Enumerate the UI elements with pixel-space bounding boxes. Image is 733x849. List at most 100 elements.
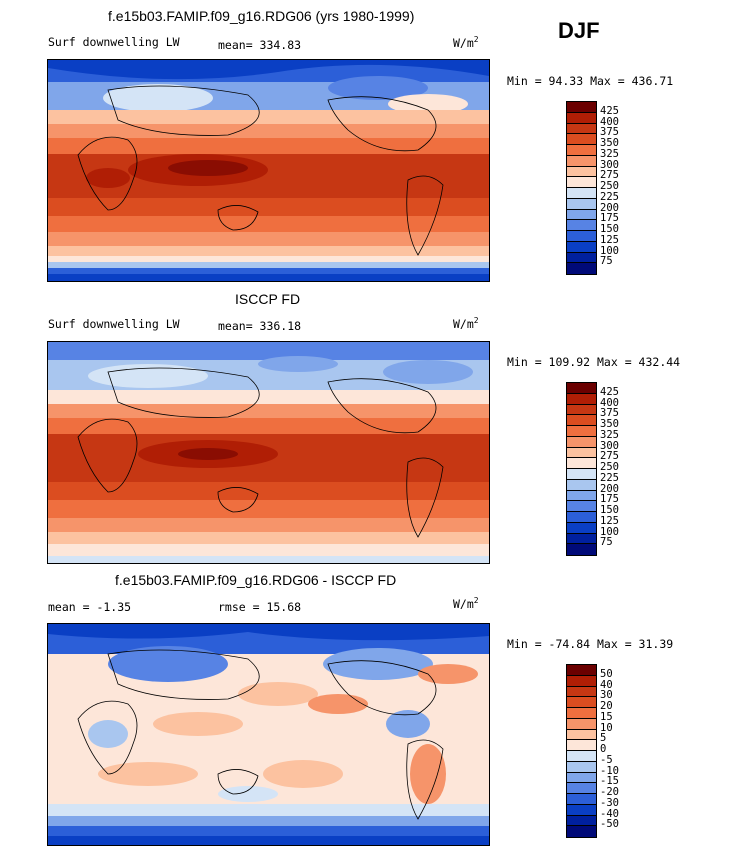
colorbar-swatch bbox=[567, 404, 596, 416]
panel1-minmax: Min = 94.33 Max = 436.71 bbox=[507, 74, 674, 88]
colorbar-tick-label: 5 bbox=[600, 732, 607, 745]
colorbar-swatch bbox=[567, 740, 596, 751]
colorbar-tick-label: 150 bbox=[600, 223, 619, 235]
colorbar-swatch bbox=[567, 447, 596, 459]
colorbar-swatch bbox=[567, 188, 596, 199]
colorbar-tick-label: 375 bbox=[600, 407, 619, 420]
colorbar-tick-label: 325 bbox=[600, 428, 619, 441]
panel1-mean-label: mean= 334.83 bbox=[218, 38, 302, 52]
colorbar-swatch bbox=[567, 426, 596, 437]
panel1-map-canvas bbox=[48, 60, 489, 281]
colorbar-tick-label: 200 bbox=[600, 482, 619, 495]
panel2-minmax: Min = 109.92 Max = 432.44 bbox=[507, 355, 681, 369]
panel2-colorbar bbox=[566, 382, 597, 556]
colorbar-swatch bbox=[567, 198, 596, 210]
panel3-colorbar bbox=[566, 664, 597, 838]
colorbar-swatch bbox=[567, 220, 596, 231]
colorbar-tick-label: 400 bbox=[600, 115, 619, 128]
colorbar-tick-label: 225 bbox=[600, 190, 619, 203]
colorbar-tick-label: 20 bbox=[600, 700, 613, 712]
panel1-map bbox=[47, 59, 490, 282]
colorbar-swatch bbox=[567, 241, 596, 253]
colorbar-swatch bbox=[567, 393, 596, 405]
colorbar-swatch bbox=[567, 155, 596, 167]
colorbar-swatch bbox=[567, 697, 596, 708]
colorbar-tick-label: 100 bbox=[600, 244, 619, 257]
panel2-units: W/m2 bbox=[453, 316, 479, 331]
colorbar-swatch bbox=[567, 166, 596, 178]
panel2-map bbox=[47, 341, 490, 564]
colorbar-swatch bbox=[567, 458, 596, 469]
panel3-title: f.e15b03.FAMIP.f09_g16.RDG06 - ISCCP FD bbox=[115, 572, 397, 588]
colorbar-tick-label: 275 bbox=[600, 450, 619, 463]
colorbar-swatch bbox=[567, 675, 596, 687]
colorbar-swatch bbox=[567, 102, 596, 113]
colorbar-tick-label: 225 bbox=[600, 471, 619, 484]
panel3-mean-label: mean = -1.35 bbox=[48, 600, 132, 614]
colorbar-swatch bbox=[567, 718, 596, 730]
colorbar-swatch bbox=[567, 490, 596, 502]
colorbar-swatch bbox=[567, 544, 596, 555]
colorbar-swatch bbox=[567, 415, 596, 426]
colorbar-swatch bbox=[567, 123, 596, 135]
colorbar-tick-label: -5 bbox=[600, 753, 613, 766]
colorbar-tick-label: 300 bbox=[600, 158, 619, 171]
panel3-colorbar-labels: 50 40 30 20 15 10 5 0 -5 -10 -15 -20 -30 -40 -50 bbox=[600, 664, 640, 836]
colorbar-tick-label: 350 bbox=[600, 137, 619, 149]
colorbar-swatch bbox=[567, 469, 596, 480]
colorbar-swatch bbox=[567, 209, 596, 221]
panel2-title: ISCCP FD bbox=[235, 291, 301, 307]
panel1-variable-label: Surf downwelling LW bbox=[48, 35, 180, 49]
colorbar-swatch bbox=[567, 783, 596, 794]
colorbar-swatch bbox=[567, 252, 596, 264]
colorbar-swatch bbox=[567, 751, 596, 762]
colorbar-tick-label: -50 bbox=[600, 818, 619, 831]
colorbar-swatch bbox=[567, 479, 596, 491]
panel2-mean-label: mean= 336.18 bbox=[218, 319, 302, 333]
colorbar-tick-label: 15 bbox=[600, 710, 613, 723]
colorbar-tick-label: 300 bbox=[600, 439, 619, 452]
colorbar-swatch bbox=[567, 665, 596, 676]
colorbar-tick-label: -10 bbox=[600, 764, 619, 777]
colorbar-tick-label: -15 bbox=[600, 775, 619, 788]
colorbar-swatch bbox=[567, 512, 596, 523]
colorbar-tick-label: 40 bbox=[600, 678, 613, 691]
colorbar-swatch bbox=[567, 804, 596, 816]
colorbar-swatch bbox=[567, 501, 596, 512]
colorbar-tick-label: 125 bbox=[600, 233, 619, 246]
colorbar-tick-label: 350 bbox=[600, 418, 619, 430]
colorbar-tick-label: 75 bbox=[600, 255, 613, 268]
colorbar-swatch bbox=[567, 686, 596, 698]
panel1-units: W/m2 bbox=[453, 35, 479, 50]
colorbar-tick-label: 400 bbox=[600, 396, 619, 409]
panel3-map bbox=[47, 623, 490, 846]
colorbar-swatch bbox=[567, 533, 596, 545]
colorbar-tick-label: 375 bbox=[600, 126, 619, 139]
colorbar-swatch bbox=[567, 761, 596, 773]
colorbar-tick-label: 425 bbox=[600, 385, 619, 398]
colorbar-tick-label: 200 bbox=[600, 201, 619, 214]
colorbar-tick-label: 10 bbox=[600, 721, 613, 734]
colorbar-swatch bbox=[567, 522, 596, 534]
colorbar-tick-label: -40 bbox=[600, 807, 619, 820]
panel1-colorbar-labels: 425 400 375 350 325 300 275 250 225 200 175 150 125 1… bbox=[600, 101, 640, 273]
colorbar-swatch bbox=[567, 134, 596, 145]
colorbar-swatch bbox=[567, 794, 596, 805]
colorbar-swatch bbox=[567, 826, 596, 837]
colorbar-swatch bbox=[567, 177, 596, 188]
panel3-rmse-label: rmse = 15.68 bbox=[218, 600, 302, 614]
colorbar-tick-label: -20 bbox=[600, 786, 619, 798]
colorbar-swatch bbox=[567, 729, 596, 741]
panel3-map-canvas bbox=[48, 624, 489, 845]
colorbar-tick-label: 0 bbox=[600, 743, 607, 755]
panel3-minmax: Min = -74.84 Max = 31.39 bbox=[507, 637, 674, 651]
colorbar-tick-label: 100 bbox=[600, 525, 619, 538]
panel2-colorbar-labels: 425 400 375 350 325 300 275 250 225 200 175 150 125 1… bbox=[600, 382, 640, 554]
colorbar-tick-label: 325 bbox=[600, 147, 619, 160]
panel1-colorbar bbox=[566, 101, 597, 275]
colorbar-tick-label: 250 bbox=[600, 180, 619, 192]
colorbar-tick-label: 175 bbox=[600, 212, 619, 225]
panel1-title: f.e15b03.FAMIP.f09_g16.RDG06 (yrs 1980-1… bbox=[108, 8, 415, 24]
colorbar-swatch bbox=[567, 231, 596, 242]
colorbar-tick-label: 275 bbox=[600, 169, 619, 182]
